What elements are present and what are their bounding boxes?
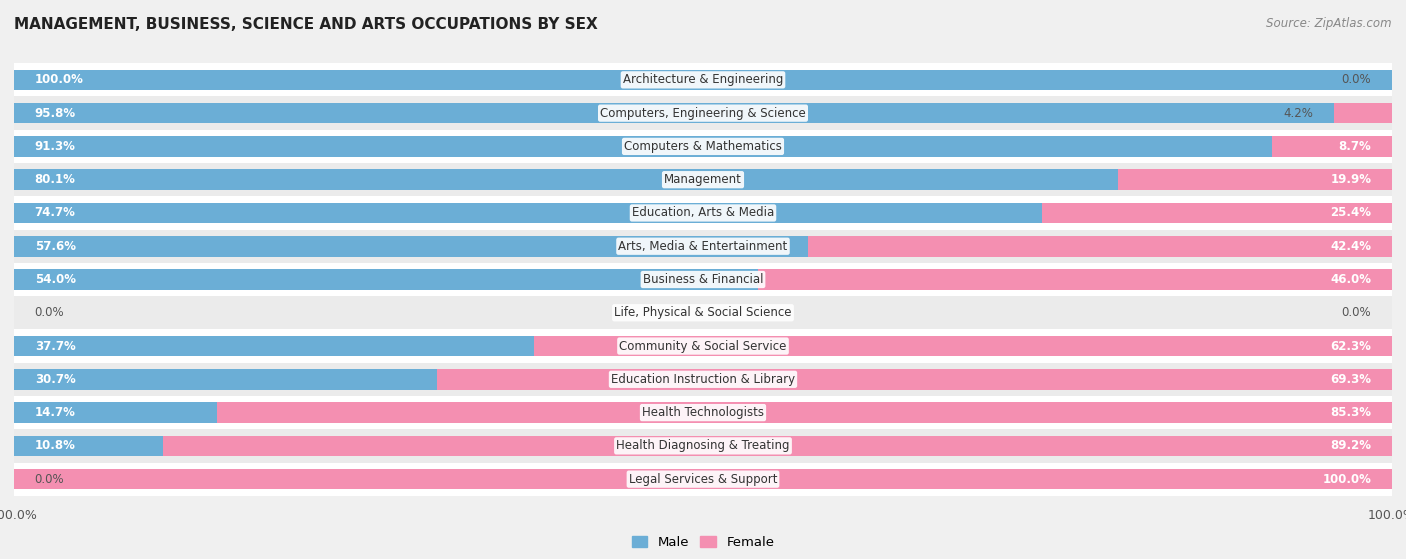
- Bar: [14, 269, 758, 290]
- Bar: [163, 435, 1392, 456]
- Bar: [1334, 103, 1392, 124]
- Text: 74.7%: 74.7%: [35, 206, 76, 220]
- Bar: [217, 402, 1392, 423]
- Text: Arts, Media & Entertainment: Arts, Media & Entertainment: [619, 240, 787, 253]
- Bar: [14, 462, 1392, 496]
- Text: 57.6%: 57.6%: [35, 240, 76, 253]
- Bar: [14, 402, 217, 423]
- Bar: [14, 203, 1043, 223]
- Text: Education, Arts & Media: Education, Arts & Media: [631, 206, 775, 220]
- Bar: [14, 435, 163, 456]
- Text: 8.7%: 8.7%: [1339, 140, 1371, 153]
- Bar: [14, 429, 1392, 462]
- Text: 89.2%: 89.2%: [1330, 439, 1371, 452]
- Bar: [807, 236, 1392, 257]
- Text: 85.3%: 85.3%: [1330, 406, 1371, 419]
- Bar: [14, 396, 1392, 429]
- Bar: [437, 369, 1392, 390]
- Text: Source: ZipAtlas.com: Source: ZipAtlas.com: [1267, 17, 1392, 30]
- Text: Health Technologists: Health Technologists: [643, 406, 763, 419]
- Bar: [14, 69, 1392, 90]
- Bar: [14, 230, 1392, 263]
- Text: 46.0%: 46.0%: [1330, 273, 1371, 286]
- Text: Life, Physical & Social Science: Life, Physical & Social Science: [614, 306, 792, 319]
- Bar: [14, 336, 533, 357]
- Bar: [533, 336, 1392, 357]
- Text: 80.1%: 80.1%: [35, 173, 76, 186]
- Bar: [1118, 169, 1392, 190]
- Text: 100.0%: 100.0%: [1323, 473, 1371, 486]
- Text: Legal Services & Support: Legal Services & Support: [628, 473, 778, 486]
- Text: 25.4%: 25.4%: [1330, 206, 1371, 220]
- Text: Education Instruction & Library: Education Instruction & Library: [612, 373, 794, 386]
- Bar: [758, 269, 1392, 290]
- Bar: [14, 196, 1392, 230]
- Text: Computers, Engineering & Science: Computers, Engineering & Science: [600, 107, 806, 120]
- Bar: [14, 97, 1392, 130]
- Bar: [14, 103, 1334, 124]
- Bar: [14, 369, 437, 390]
- Text: 54.0%: 54.0%: [35, 273, 76, 286]
- Text: Architecture & Engineering: Architecture & Engineering: [623, 73, 783, 86]
- Text: 100.0%: 100.0%: [35, 73, 83, 86]
- Bar: [14, 130, 1392, 163]
- Bar: [1042, 203, 1392, 223]
- Text: 0.0%: 0.0%: [35, 306, 65, 319]
- Text: Business & Financial: Business & Financial: [643, 273, 763, 286]
- Bar: [14, 263, 1392, 296]
- Text: 42.4%: 42.4%: [1330, 240, 1371, 253]
- Text: 4.2%: 4.2%: [1284, 107, 1313, 120]
- Bar: [14, 329, 1392, 363]
- Bar: [14, 363, 1392, 396]
- Bar: [14, 63, 1392, 97]
- Text: 0.0%: 0.0%: [1341, 73, 1371, 86]
- Bar: [1272, 136, 1392, 157]
- Text: 14.7%: 14.7%: [35, 406, 76, 419]
- Bar: [14, 469, 1392, 490]
- Text: 19.9%: 19.9%: [1330, 173, 1371, 186]
- Text: 0.0%: 0.0%: [1341, 306, 1371, 319]
- Bar: [14, 296, 1392, 329]
- Text: MANAGEMENT, BUSINESS, SCIENCE AND ARTS OCCUPATIONS BY SEX: MANAGEMENT, BUSINESS, SCIENCE AND ARTS O…: [14, 17, 598, 32]
- Text: 10.8%: 10.8%: [35, 439, 76, 452]
- Text: 62.3%: 62.3%: [1330, 339, 1371, 353]
- Bar: [14, 163, 1392, 196]
- Text: Health Diagnosing & Treating: Health Diagnosing & Treating: [616, 439, 790, 452]
- Legend: Male, Female: Male, Female: [626, 531, 780, 555]
- Text: Management: Management: [664, 173, 742, 186]
- Text: 91.3%: 91.3%: [35, 140, 76, 153]
- Text: 69.3%: 69.3%: [1330, 373, 1371, 386]
- Text: Computers & Mathematics: Computers & Mathematics: [624, 140, 782, 153]
- Text: 37.7%: 37.7%: [35, 339, 76, 353]
- Text: Community & Social Service: Community & Social Service: [619, 339, 787, 353]
- Bar: [14, 236, 807, 257]
- Text: 30.7%: 30.7%: [35, 373, 76, 386]
- Bar: [14, 169, 1118, 190]
- Bar: [14, 136, 1272, 157]
- Text: 95.8%: 95.8%: [35, 107, 76, 120]
- Text: 0.0%: 0.0%: [35, 473, 65, 486]
